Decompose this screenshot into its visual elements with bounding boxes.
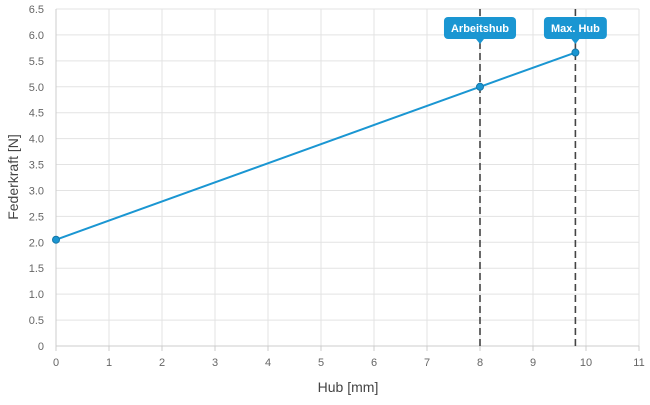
x-tick-label: 9 xyxy=(530,357,536,369)
x-axis-title: Hub [mm] xyxy=(318,379,379,395)
y-tick-label: 5.0 xyxy=(29,82,44,94)
x-tick-label: 6 xyxy=(371,357,377,369)
y-tick-label: 6.0 xyxy=(29,30,44,42)
annotation-pointer xyxy=(571,39,580,44)
y-tick-label: 4.0 xyxy=(29,134,44,146)
y-tick-label: 3.5 xyxy=(29,160,44,172)
y-tick-label: 1.5 xyxy=(29,263,44,275)
x-tick-label: 11 xyxy=(633,357,644,369)
x-tick-label: 5 xyxy=(318,357,324,369)
annotation-label-box xyxy=(543,17,607,39)
y-tick-label: 4.5 xyxy=(29,108,44,120)
y-axis-title: Federkraft [N] xyxy=(5,134,21,220)
annotation-callout: Arbeitshub xyxy=(443,17,517,44)
y-tick-label: 2.5 xyxy=(29,211,44,223)
annotation-label: Arbeitshub xyxy=(451,23,509,35)
y-tick-label: 6.5 xyxy=(29,4,44,16)
annotation-labels: Arbeitshub Max. Hub xyxy=(443,17,607,44)
axes xyxy=(55,9,639,347)
data-point xyxy=(476,82,484,91)
x-tick-label: 4 xyxy=(265,357,271,369)
grid xyxy=(55,8,640,347)
x-axis-ticks: 0 1 2 3 4 5 6 7 8 9 10 11 xyxy=(53,346,645,369)
y-tick-label: 0.5 xyxy=(29,315,44,327)
x-tick-label: 0 xyxy=(53,357,59,369)
x-tick-label: 7 xyxy=(424,357,430,369)
y-tick-label: 5.5 xyxy=(29,56,44,68)
annotation-lines xyxy=(479,9,577,346)
x-tick-label: 3 xyxy=(212,357,218,369)
annotation-callout: Max. Hub xyxy=(543,17,607,44)
x-tick-label: 10 xyxy=(580,357,592,369)
data-point xyxy=(52,235,60,244)
y-tick-label: 1.0 xyxy=(29,289,44,301)
series xyxy=(52,48,580,244)
y-axis-ticks: 0 0.5 1.0 1.5 2.0 2.5 3.0 3.5 4.0 4.5 5.0 5.5 6.0 6.5 xyxy=(29,4,44,353)
x-tick-label: 8 xyxy=(477,357,483,369)
y-tick-label: 0 xyxy=(38,341,44,353)
annotation-label-box xyxy=(443,17,517,39)
x-tick-label: 2 xyxy=(159,357,165,369)
series-line xyxy=(55,51,576,241)
data-point xyxy=(571,48,580,57)
y-tick-label: 3.0 xyxy=(29,185,44,197)
x-tick-label: 1 xyxy=(106,357,112,369)
y-tick-label: 2.0 xyxy=(29,237,44,249)
annotation-label: Max. Hub xyxy=(551,23,600,35)
annotation-pointer xyxy=(476,39,484,44)
